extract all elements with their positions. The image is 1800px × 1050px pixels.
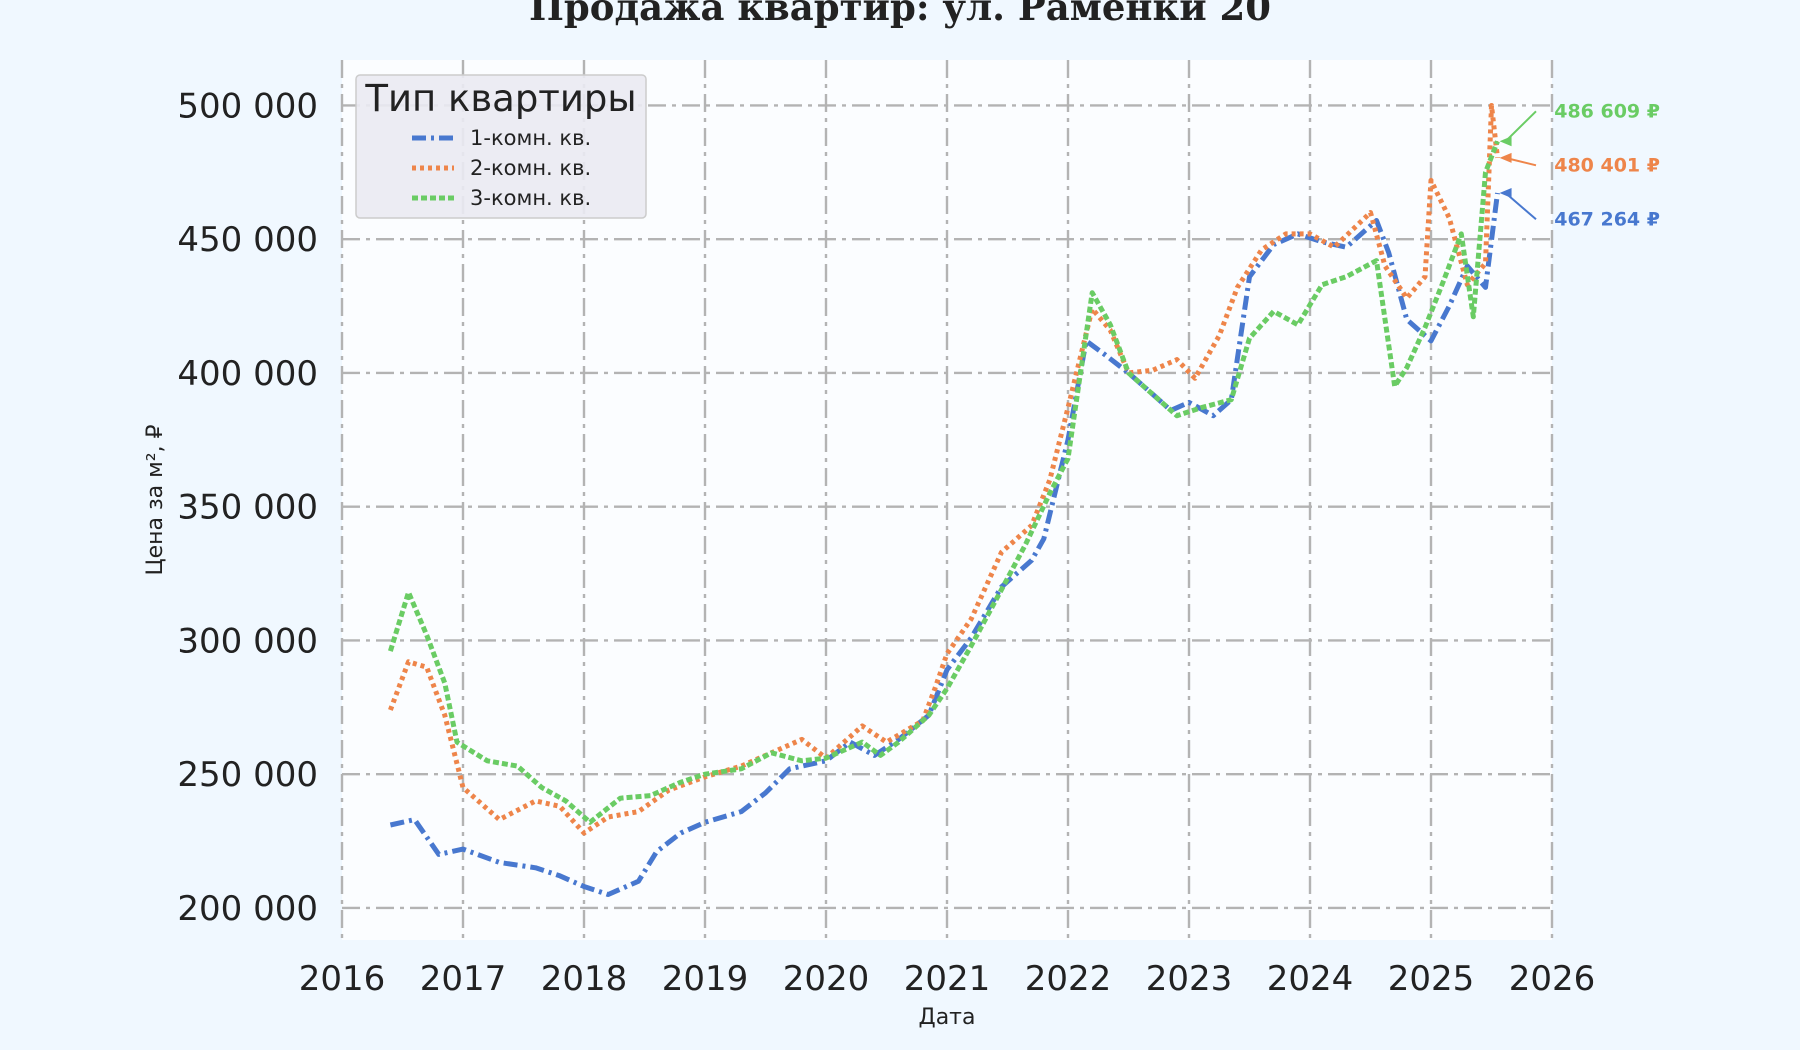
series-layer <box>388 103 1500 897</box>
annotation-layer: 486 609 ₽ 480 401 ₽ 467 264 ₽ <box>1499 100 1660 230</box>
annotation-arrowhead <box>1499 152 1512 163</box>
annotation-label: 486 609 ₽ <box>1554 100 1660 122</box>
x-tick-label: 2024 <box>1267 959 1354 999</box>
chart-title: Продажа квартир: ул. Раменки 20 <box>529 0 1271 29</box>
y-tick-label: 300 000 <box>177 621 318 661</box>
ticks-layer: 2016 2017 2018 2019 2020 2021 2022 2023 2024 2025… <box>177 86 1595 999</box>
y-tick-label: 450 000 <box>177 220 318 260</box>
y-tick-label: 200 000 <box>177 889 318 929</box>
series-line-1-комн-кв <box>389 192 1500 897</box>
annotation-arrowhead <box>1499 188 1512 199</box>
annotation-arrow <box>1504 110 1537 143</box>
legend: Тип квартиры 1-комн. кв. 2-комн. кв. 3-ком… <box>355 74 647 219</box>
annotation-arrowhead <box>1499 136 1512 147</box>
x-tick-label: 2019 <box>662 959 749 999</box>
legend-box <box>355 74 647 219</box>
x-tick-label: 2018 <box>541 959 628 999</box>
x-tick-label: 2016 <box>299 959 386 999</box>
y-axis-label: Цена за м², ₽ <box>143 424 168 575</box>
series-line-3-комн-кв <box>388 140 1500 825</box>
x-tick-label: 2026 <box>1509 959 1596 999</box>
y-tick-label: 400 000 <box>177 354 318 394</box>
y-tick-label: 250 000 <box>177 755 318 795</box>
x-tick-label: 2020 <box>783 959 870 999</box>
x-tick-label: 2023 <box>1146 959 1233 999</box>
legend-entry-label: 2-комн. кв. <box>470 156 591 180</box>
x-tick-label: 2017 <box>420 959 507 999</box>
legend-entry-label: 3-комн. кв. <box>470 186 591 210</box>
legend-title: Тип квартиры <box>364 77 636 120</box>
annotation-label: 467 264 ₽ <box>1554 208 1660 230</box>
y-tick-label: 350 000 <box>177 488 318 528</box>
y-tick-label: 500 000 <box>177 86 318 126</box>
x-tick-label: 2021 <box>904 959 991 999</box>
x-tick-label: 2025 <box>1388 959 1475 999</box>
series-line-2-комн-кв <box>388 103 1500 836</box>
x-axis-label: Дата <box>919 1005 976 1030</box>
legend-entry-label: 1-комн. кв. <box>470 126 591 150</box>
legend-items: 1-комн. кв. 2-комн. кв. 3-комн. кв. <box>412 126 591 210</box>
x-tick-label: 2022 <box>1025 959 1112 999</box>
annotation-label: 480 401 ₽ <box>1554 154 1660 176</box>
